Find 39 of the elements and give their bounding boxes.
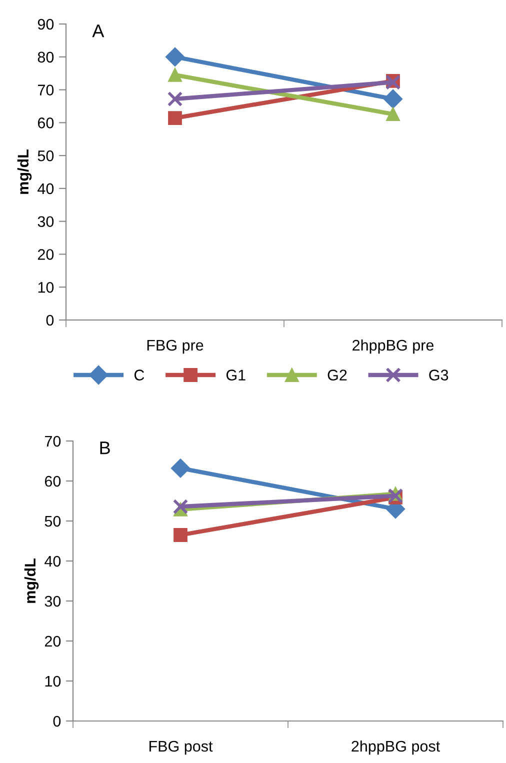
y-tick-label: 70 (44, 436, 61, 447)
y-tick-label: 40 (44, 556, 61, 567)
point (165, 47, 185, 66)
legend-label: G1 (226, 370, 246, 380)
y-tick-label: 70 (38, 84, 54, 96)
chart-title: B (100, 442, 110, 454)
point (168, 68, 182, 82)
point (386, 107, 400, 122)
legend-label: G2 (328, 370, 347, 380)
y-tick-label: 50 (44, 516, 61, 527)
y-tick-label: 10 (45, 676, 61, 687)
x-tick-label: FBG post (149, 740, 213, 755)
x-tick-label: FBG pre (147, 340, 204, 354)
y-tick-label: 0 (46, 314, 54, 326)
legend-label: G3 (429, 370, 448, 380)
x-tick-label: 2hppBG pre (352, 339, 434, 354)
y-tick-label: 30 (44, 596, 61, 607)
y-axis-title: mg/dL (17, 150, 32, 194)
y-tick-label: 20 (38, 249, 54, 260)
y-tick-label: 30 (38, 216, 54, 228)
y-tick-label: 50 (38, 150, 54, 162)
point (174, 528, 188, 542)
y-tick-label: 60 (44, 476, 61, 487)
y-tick-label: 0 (53, 716, 61, 727)
point (170, 458, 190, 478)
y-axis-title: mg/dL (24, 558, 39, 603)
y-tick-label: 90 (38, 18, 54, 30)
point (167, 91, 183, 107)
y-tick-label: 60 (38, 118, 54, 128)
legend-label: C (134, 370, 144, 380)
chart-title: A (92, 24, 104, 38)
point (168, 111, 182, 126)
point (383, 89, 403, 109)
y-tick-label: 80 (38, 52, 54, 63)
y-tick-label: 10 (38, 282, 54, 293)
y-tick-label: 20 (44, 636, 61, 647)
point (172, 498, 188, 514)
y-tick-label: 40 (38, 183, 54, 194)
x-tick-label: 2hppBG post (352, 740, 440, 755)
